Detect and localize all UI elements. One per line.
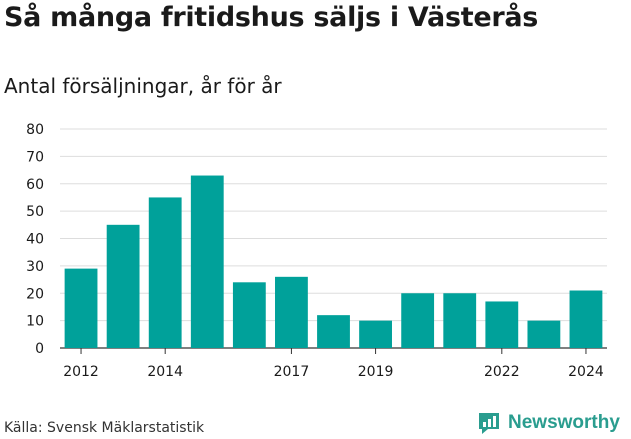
y-tick-label: 80 (26, 122, 44, 138)
bar-2014 (148, 197, 182, 348)
y-tick-label: 60 (26, 177, 44, 193)
chart-subtitle: Antal försäljningar, år för år (4, 74, 282, 98)
bar-2023 (527, 320, 561, 348)
x-tick-label: 2024 (568, 364, 604, 380)
x-tick-label: 2014 (147, 364, 183, 380)
x-tick-label: 2022 (484, 364, 520, 380)
brand-name: Newsworthy (508, 412, 620, 433)
bar-2012 (64, 268, 98, 348)
y-tick-label: 50 (26, 204, 44, 220)
brand-logo: Newsworthy (476, 410, 620, 436)
y-tick-label: 0 (35, 341, 44, 357)
chart-title: Så många fritidshus säljs i Västerås (4, 2, 539, 33)
bar-2021 (443, 293, 477, 348)
x-tick-label: 2012 (63, 364, 99, 380)
y-tick-label: 30 (26, 259, 44, 275)
bar-2022 (485, 301, 519, 348)
y-tick-label: 10 (26, 314, 44, 330)
x-tick-label: 2019 (358, 364, 394, 380)
y-tick-label: 20 (26, 286, 44, 302)
newsworthy-icon (479, 413, 499, 434)
bars (64, 175, 603, 348)
y-tick-label: 70 (26, 149, 44, 165)
bar-2016 (232, 282, 266, 348)
x-axis-ticks: 2012 2014 2017 2019 2022 2024 (63, 348, 604, 380)
x-tick-label: 2017 (274, 364, 310, 380)
source-note: Källa: Svensk Mäklarstatistik (4, 420, 205, 436)
bar-2024 (569, 290, 603, 348)
bar-2013 (106, 224, 140, 348)
bar-2019 (359, 320, 392, 348)
bar-2015 (190, 175, 224, 348)
bar-2017 (275, 276, 308, 348)
y-axis-ticks: 0 10 20 30 40 50 60 70 80 (26, 122, 44, 357)
bar-2020 (401, 293, 435, 348)
bar-2018 (317, 315, 350, 348)
y-tick-label: 40 (26, 232, 44, 248)
